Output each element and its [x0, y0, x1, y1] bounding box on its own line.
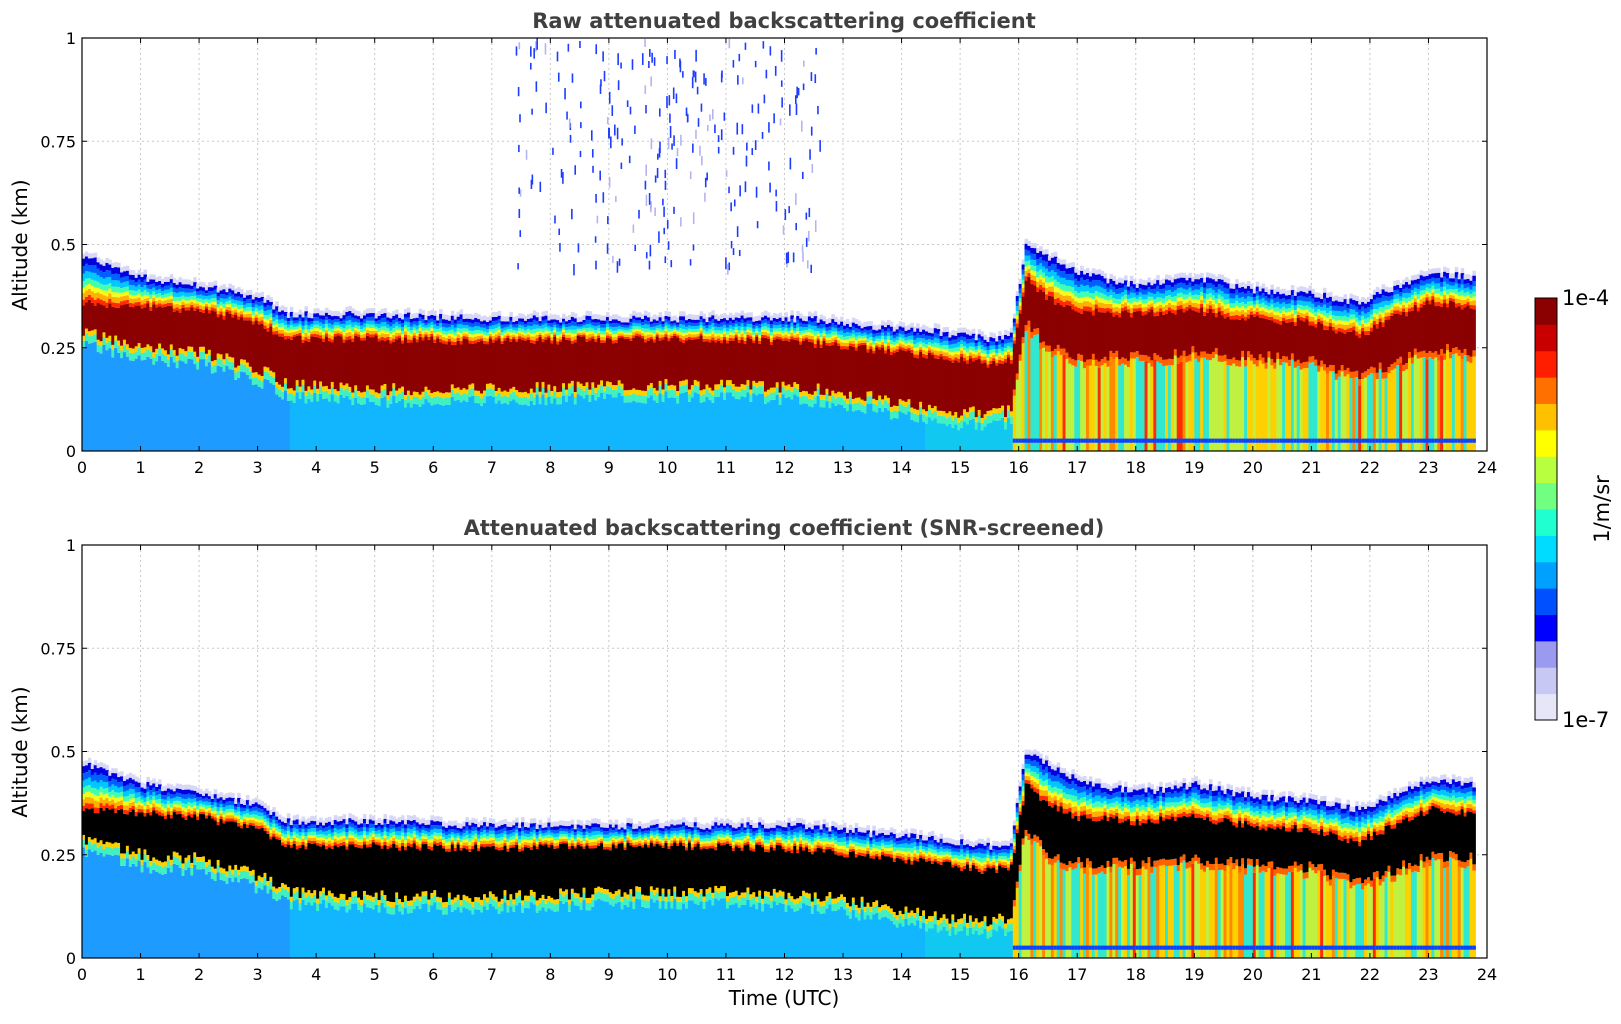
heatmap-cell	[407, 308, 411, 313]
heatmap-cell	[143, 270, 147, 275]
heatmap-cell	[460, 309, 464, 314]
heatmap-cell	[1200, 273, 1204, 278]
heatmap-cell	[1033, 243, 1037, 248]
heatmap-cell	[117, 263, 121, 268]
chart-panel-raw: Raw attenuated backscattering coefficien…	[8, 9, 1497, 477]
heatmap-cell	[790, 310, 794, 315]
heatmap-cell	[290, 307, 294, 312]
heatmap-cell	[275, 301, 279, 306]
heatmap-cell	[945, 327, 949, 332]
heatmap-cell	[1071, 262, 1075, 267]
chart-title: Raw attenuated backscattering coefficien…	[532, 9, 1036, 33]
heatmap-cell	[284, 307, 288, 312]
heatmap-cell	[94, 253, 98, 258]
heatmap-cell	[269, 297, 273, 302]
heatmap-cell	[814, 311, 818, 316]
heatmap-cell	[667, 312, 671, 317]
heatmap-cell	[544, 311, 548, 316]
heatmap-cell	[433, 311, 437, 316]
heatmap-cell	[647, 312, 651, 317]
heatmap-cell	[785, 312, 789, 317]
heatmap-cell	[304, 306, 308, 311]
heatmap-cell	[261, 292, 265, 297]
heatmap-cell	[439, 309, 443, 314]
heatmap-cell	[749, 312, 753, 317]
heatmap-cell	[1226, 278, 1230, 283]
heatmap-cell	[937, 324, 941, 329]
heatmap-cell	[1054, 252, 1058, 257]
heatmap-cell	[372, 308, 376, 313]
heatmap-cell	[1156, 275, 1160, 280]
heatmap-cell	[214, 281, 218, 286]
heatmap-cell	[193, 277, 197, 282]
heatmap-cell	[1045, 249, 1049, 254]
heatmap-cell	[1256, 282, 1260, 287]
heatmap-cell	[509, 312, 513, 317]
heatmap-cell	[1124, 275, 1128, 280]
heatmap-cell	[498, 311, 502, 316]
heatmap-cell	[383, 308, 387, 313]
heatmap-cell	[1104, 273, 1108, 278]
heatmap-cell	[1250, 284, 1254, 289]
heatmap-cell	[249, 290, 253, 295]
heatmap-cell	[890, 322, 894, 327]
heatmap-cell	[972, 329, 976, 334]
heatmap-cell	[422, 310, 426, 315]
